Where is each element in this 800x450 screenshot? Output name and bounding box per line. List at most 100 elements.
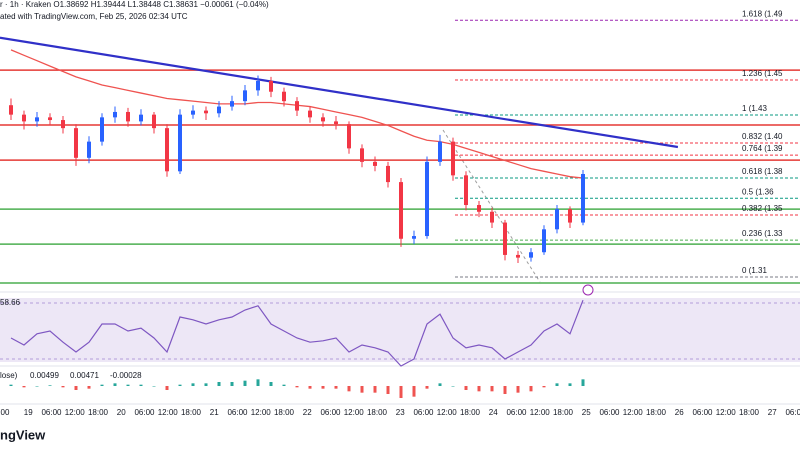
macd-readout: -0.00028 — [110, 371, 142, 380]
candle-body — [477, 205, 481, 212]
candle-body — [48, 117, 52, 121]
rsi-label: 58.66 — [0, 298, 21, 307]
macd-bar — [503, 386, 507, 394]
macd-bar — [360, 386, 364, 393]
x-tick-label: 12:00 — [158, 408, 179, 417]
fib-label: 0.236 (1.33 — [742, 229, 783, 238]
candle-body — [321, 117, 325, 122]
macd-bar — [74, 386, 78, 390]
macd-bar — [113, 383, 117, 386]
macd-bar — [256, 379, 260, 386]
candle-body — [191, 110, 195, 115]
candle-body — [399, 182, 403, 239]
fib-label: 0 (1.31 — [742, 266, 767, 275]
x-tick-label: 12:00 — [437, 408, 458, 417]
macd-bar — [191, 383, 195, 386]
macd-bar — [490, 386, 494, 392]
candle-body — [490, 211, 494, 223]
macd-bar — [22, 386, 26, 388]
macd-bar — [152, 386, 156, 387]
fib-label: 0.382 (1.35 — [742, 204, 783, 213]
x-tick-label: 18:00 — [274, 408, 295, 417]
macd-bar — [100, 384, 104, 386]
candle-body — [126, 111, 130, 122]
macd-bar — [516, 386, 520, 393]
candle-body — [529, 252, 533, 258]
x-tick-label: 00 — [1, 408, 10, 417]
candle-body — [217, 106, 221, 114]
candle-body — [568, 209, 572, 223]
candle-body — [100, 117, 104, 142]
macd-label: lose) — [0, 371, 18, 380]
candle-body — [438, 141, 442, 162]
macd-bar — [451, 386, 455, 387]
x-tick-label: 18:00 — [553, 408, 574, 417]
candle-body — [22, 114, 26, 122]
fib-label: 1.618 (1.49 — [742, 9, 783, 18]
candle-body — [555, 209, 559, 230]
candle-body — [386, 165, 390, 183]
candle-body — [464, 175, 468, 206]
x-tick-label: 06:00 — [227, 408, 248, 417]
candle-body — [61, 120, 65, 129]
candle-body — [165, 128, 169, 172]
candle-body — [516, 254, 520, 258]
candle-body — [87, 141, 91, 158]
x-tick-label: 06:00 — [506, 408, 527, 417]
x-tick-label: 25 — [582, 408, 591, 417]
candle-body — [451, 141, 455, 176]
macd-bar — [399, 386, 403, 398]
symbol-line: r · 1h · Kraken O1.38692 H1.39444 L1.384… — [0, 0, 269, 9]
drawing-line — [442, 129, 541, 283]
macd-bar — [373, 386, 377, 393]
macd-bar — [529, 386, 533, 392]
macd-readout: 0.00499 — [30, 371, 59, 380]
x-tick-label: 12:00 — [251, 408, 272, 417]
x-tick-label: 06:00 — [599, 408, 620, 417]
macd-bar — [334, 386, 338, 389]
x-tick-label: 06:00 — [785, 408, 800, 417]
macd-bar — [308, 386, 312, 389]
fib-label: 0.5 (1.36 — [742, 187, 774, 196]
macd-bar — [243, 380, 247, 386]
rsi-line — [10, 299, 584, 367]
x-tick-label: 19 — [24, 408, 33, 417]
x-tick-label: 21 — [210, 408, 219, 417]
macd-bar — [386, 386, 390, 394]
macd-bar — [347, 386, 351, 392]
candle-body — [178, 114, 182, 172]
macd-bar — [555, 383, 559, 386]
x-tick-label: 26 — [675, 408, 684, 417]
fib-label: 0.832 (1.40 — [742, 132, 783, 141]
alert-icon — [582, 284, 594, 296]
macd-bar — [282, 384, 286, 386]
x-tick-label: 23 — [396, 408, 405, 417]
x-tick-label: 12:00 — [530, 408, 551, 417]
x-tick-label: 18:00 — [739, 408, 760, 417]
macd-bar — [217, 382, 221, 386]
macd-bar — [568, 383, 572, 386]
candle-body — [74, 128, 78, 158]
macd-bar — [425, 386, 429, 389]
macd-bar — [178, 384, 182, 386]
macd-bar — [61, 386, 65, 388]
macd-bar — [464, 386, 468, 390]
fib-label: 1 (1.43 — [742, 104, 767, 113]
x-tick-label: 22 — [303, 408, 312, 417]
x-tick-label: 12:00 — [344, 408, 365, 417]
macd-bar — [412, 386, 416, 397]
candle-body — [139, 114, 143, 122]
macd-readout: 0.00471 — [70, 371, 99, 380]
x-tick-label: 20 — [117, 408, 126, 417]
branding: ngView — [0, 427, 46, 442]
fib-label: 0.764 (1.39 — [742, 144, 783, 153]
watermark: ated with TradingView.com, Feb 25, 2026 … — [0, 12, 188, 21]
macd-bar — [126, 384, 130, 386]
macd-bar — [204, 383, 208, 386]
candle-body — [230, 101, 234, 107]
x-tick-label: 06:00 — [413, 408, 434, 417]
candle-body — [152, 114, 156, 129]
candle-body — [269, 80, 273, 92]
macd-bar — [139, 384, 143, 386]
